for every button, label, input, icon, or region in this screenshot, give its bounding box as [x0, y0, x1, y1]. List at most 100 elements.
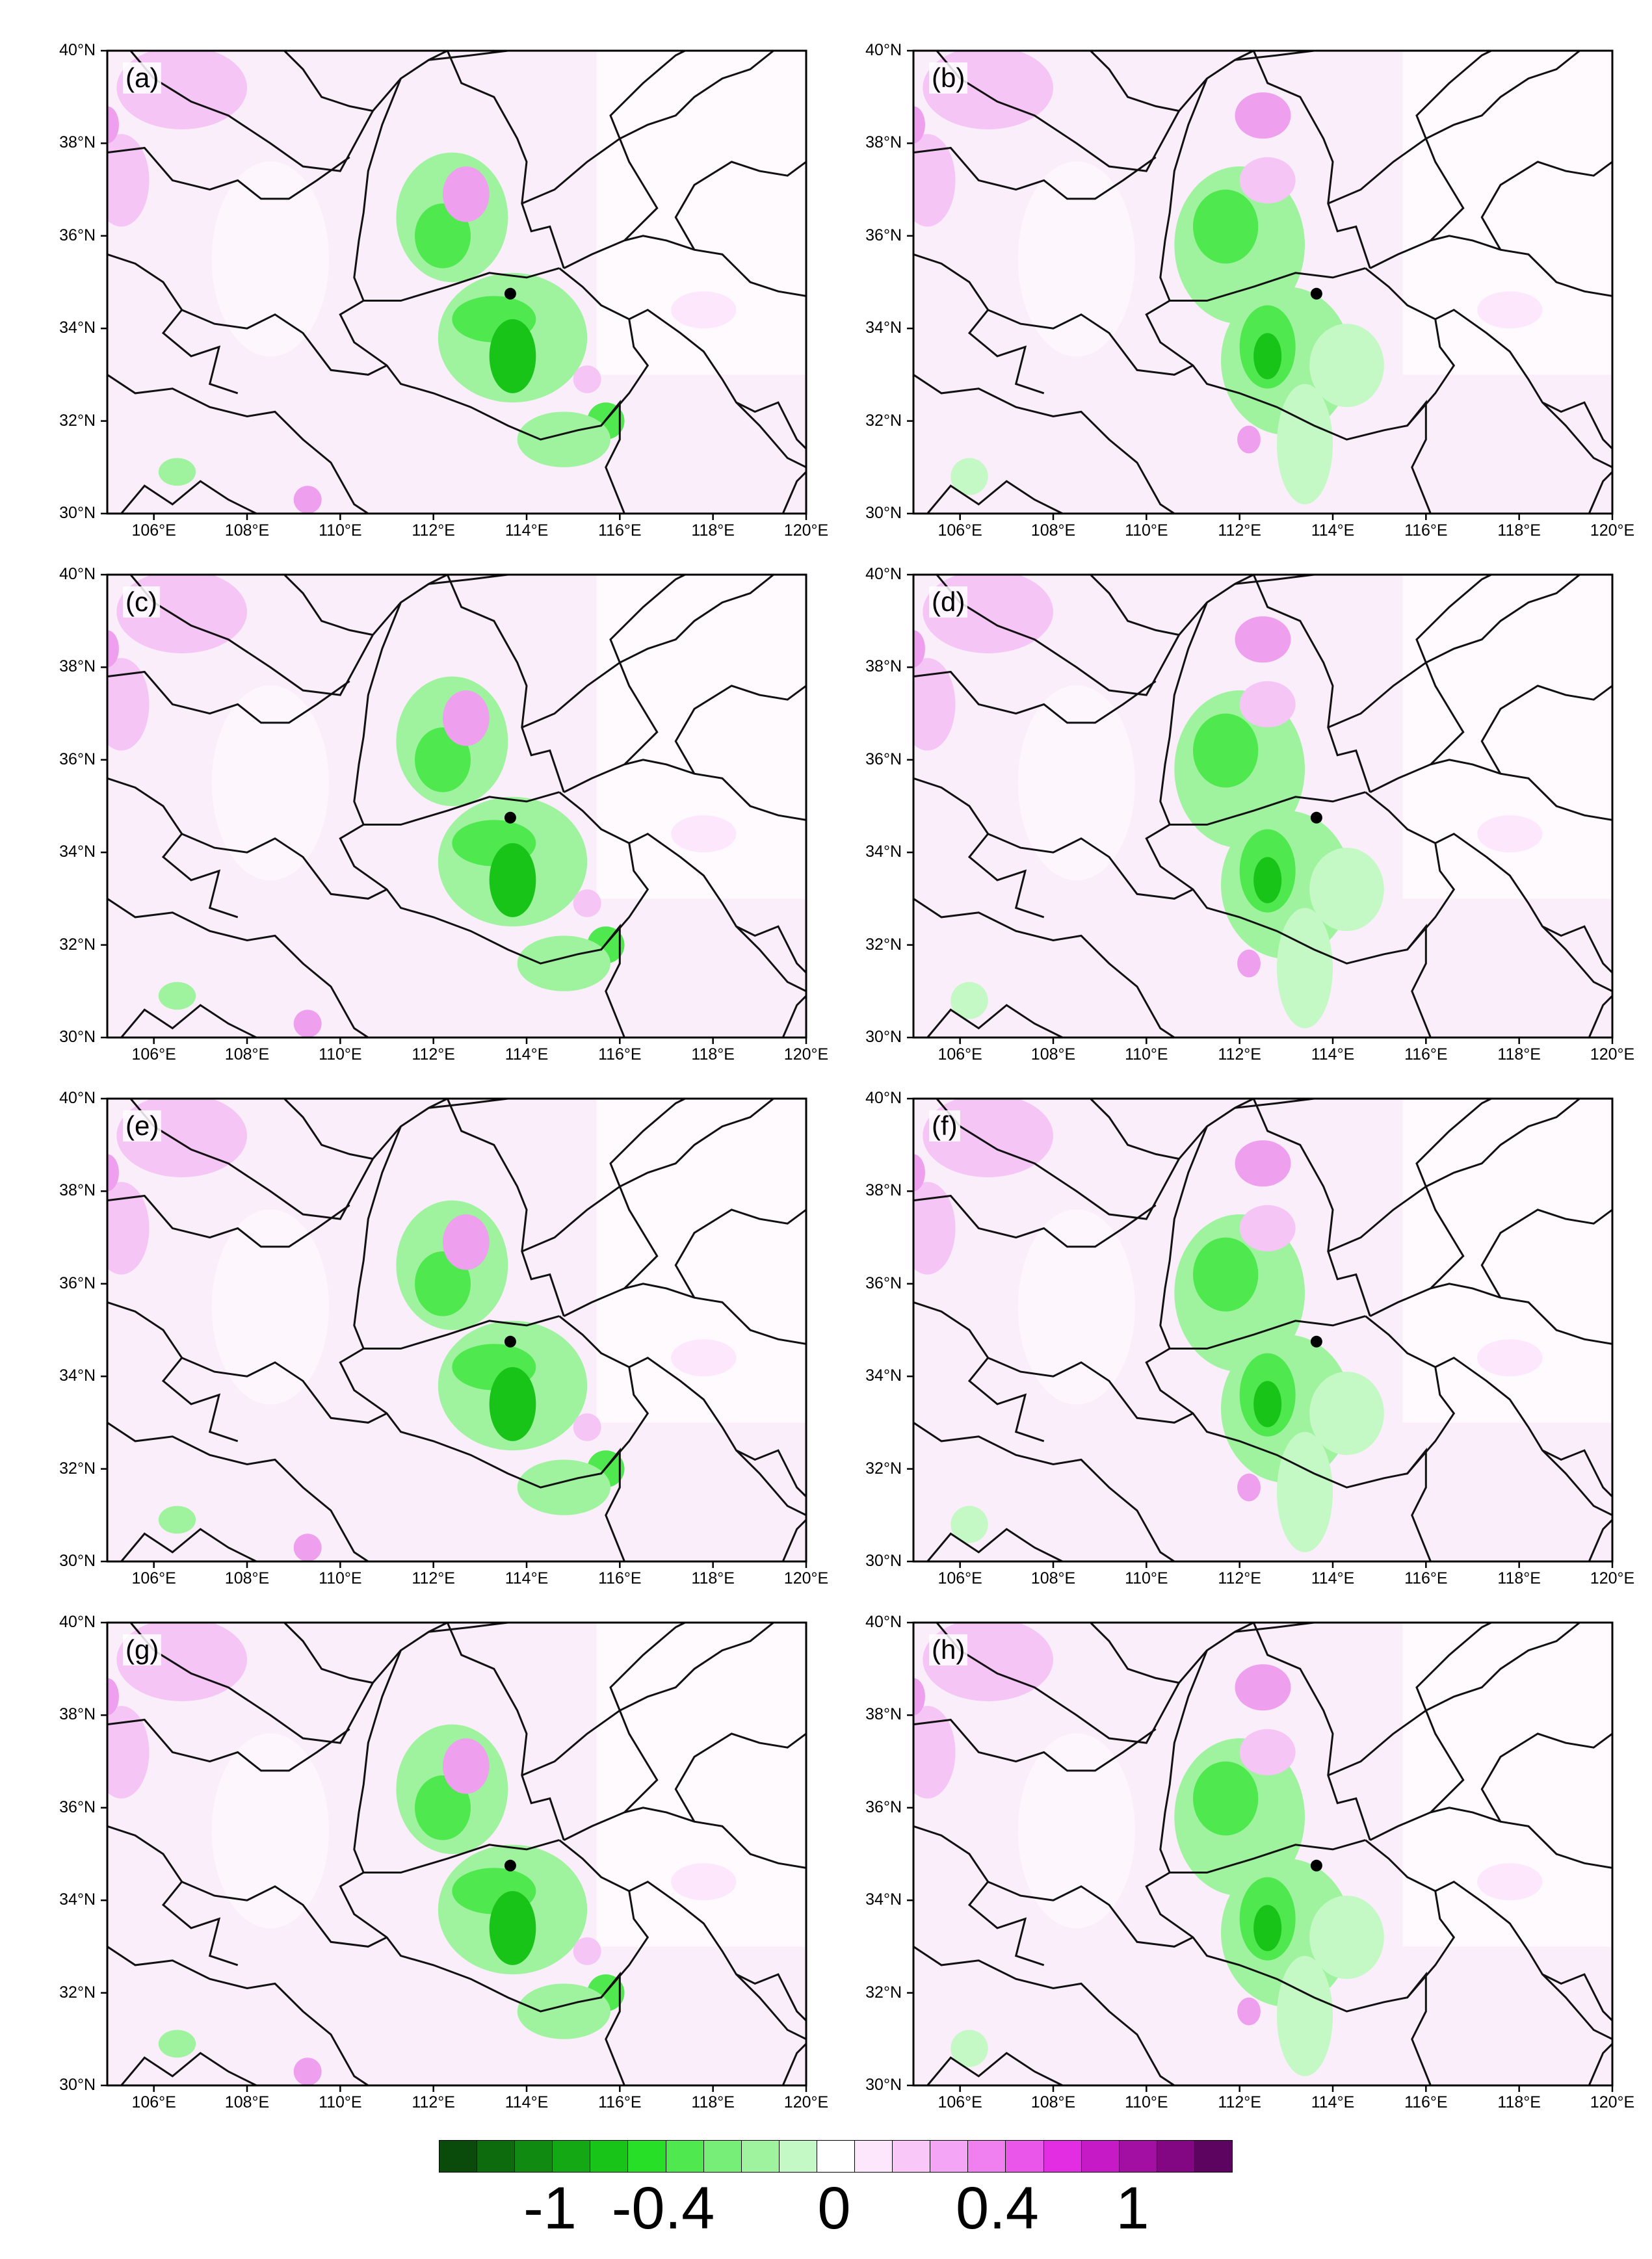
field-blob: [913, 1706, 956, 1799]
province-boundary: [781, 1519, 806, 1561]
province-boundary: [1328, 1099, 1580, 1253]
lat-tick-label: 38°N: [59, 1181, 96, 1200]
lon-tick-label: 108°E: [1030, 1569, 1076, 1587]
province-boundary: [1406, 842, 1456, 950]
province-boundary: [1480, 685, 1612, 774]
province-boundary: [609, 1623, 686, 1813]
province-boundary: [1145, 824, 1432, 1038]
lon-tick-label: 112°E: [1218, 1045, 1261, 1064]
lon-tick-label: 120°E: [1590, 521, 1635, 540]
field-blob: [913, 1678, 925, 1716]
lon-tick-label: 106°E: [131, 1569, 176, 1587]
colorbar-swatch: [439, 2140, 478, 2173]
lat-tick-label: 32°N: [865, 935, 902, 954]
field-blob: [1277, 1431, 1333, 1552]
province-boundary: [1406, 1366, 1456, 1474]
lat-tick-label: 34°N: [59, 1890, 96, 1909]
lon-tick-label: 108°E: [1030, 521, 1076, 540]
field-blob: [1277, 908, 1333, 1028]
lon-tick-label: 114°E: [1311, 2093, 1355, 2111]
field-blob: [489, 1366, 536, 1441]
province-boundary: [521, 575, 774, 729]
province-boundary: [107, 1194, 350, 1248]
lon-tick-label: 118°E: [1497, 2093, 1541, 2111]
province-boundary: [913, 1825, 1045, 1966]
field-blob: [1193, 1237, 1259, 1312]
province-boundary: [1541, 402, 1612, 469]
lon-tick-label: 116°E: [1404, 1045, 1448, 1064]
province-boundary: [107, 253, 239, 395]
lon-tick-label: 112°E: [412, 1569, 455, 1587]
province-boundary: [1159, 1650, 1366, 1874]
colorbar-label-0: 0: [817, 2175, 851, 2241]
shaded-field: [913, 1099, 1612, 1561]
province-boundary: [563, 759, 806, 821]
province-boundary: [1235, 1623, 1315, 1633]
station-marker: [504, 811, 516, 824]
province-boundary: [926, 480, 1063, 514]
lon-tick-label: 118°E: [691, 2093, 735, 2111]
province-boundary: [107, 898, 369, 1038]
lon-tick-label: 120°E: [783, 521, 829, 540]
province-boundary: [181, 833, 387, 900]
field-blob: [293, 2057, 322, 2085]
province-boundary: [1541, 926, 1612, 993]
field-blob: [1309, 324, 1384, 408]
field-blob: [107, 1182, 150, 1275]
map-panel-g: 40°N 38°N 36°N 34°N 32°N 30°N 106°E 108°E 110°E 1…: [0, 1591, 828, 2111]
lat-tick-label: 38°N: [59, 657, 96, 676]
province-boundary: [107, 1301, 239, 1443]
lon-tick-label: 120°E: [1590, 1045, 1635, 1064]
lat-tick-label: 34°N: [865, 1366, 902, 1385]
province-boundary: [1415, 51, 1492, 241]
province-boundary: [781, 471, 806, 514]
province-boundary: [428, 575, 508, 585]
lon-tick-label: 112°E: [412, 521, 455, 540]
colorbar-swatch: [741, 2140, 780, 2173]
lon-tick-label: 112°E: [1218, 1569, 1261, 1587]
province-boundary: [1541, 1974, 1612, 2041]
province-boundary: [1159, 78, 1366, 302]
province-boundary: [913, 777, 1045, 919]
lon-tick-label: 120°E: [783, 1569, 829, 1587]
lat-tick-label: 38°N: [59, 1705, 96, 1724]
province-boundary: [521, 1099, 774, 1253]
lat-tick-label: 36°N: [59, 1273, 96, 1292]
province-boundary: [988, 1881, 1194, 1948]
shaded-field: [107, 1623, 806, 2085]
lon-tick-label: 110°E: [319, 1045, 362, 1064]
colorbar-swatch: [703, 2140, 742, 2173]
province-boundary: [936, 575, 1254, 696]
province-boundary: [107, 374, 369, 514]
lat-tick-label: 38°N: [59, 133, 96, 152]
lat-tick-label: 40°N: [865, 565, 902, 583]
field-blob: [443, 1738, 490, 1794]
station-marker: [504, 1859, 516, 1872]
lon-tick-label: 110°E: [319, 2093, 362, 2111]
field-blob: [293, 486, 322, 514]
province-boundary: [735, 1450, 806, 1517]
lon-tick-label: 112°E: [412, 1045, 455, 1064]
province-boundary: [1090, 575, 1179, 636]
province-boundary: [1365, 267, 1612, 450]
province-boundary: [600, 319, 649, 426]
lon-tick-label: 118°E: [1497, 521, 1541, 540]
province-boundary: [563, 235, 806, 297]
map-plot: [101, 1097, 807, 1568]
province-boundary: [600, 1890, 649, 1998]
field-blob: [1239, 681, 1296, 727]
field-blob: [573, 1937, 601, 1965]
province-boundary: [735, 1974, 806, 2041]
lon-tick-label: 110°E: [1125, 1569, 1168, 1587]
lon-tick-label: 116°E: [598, 1045, 642, 1064]
province-boundary: [1090, 1099, 1179, 1160]
field-blob: [415, 203, 471, 268]
lon-tick-label: 118°E: [1497, 1045, 1541, 1064]
province-boundary: [339, 1872, 625, 2085]
lat-tick-label: 32°N: [865, 411, 902, 430]
lon-tick-label: 116°E: [598, 521, 642, 540]
province-boundary: [1480, 1208, 1612, 1298]
lon-tick-label: 106°E: [937, 1045, 982, 1064]
map-frame: [912, 573, 1614, 1039]
map-panel-a: 40°N 38°N 36°N 34°N 32°N 30°N 106°E 108°E 110°E 1…: [0, 20, 828, 540]
